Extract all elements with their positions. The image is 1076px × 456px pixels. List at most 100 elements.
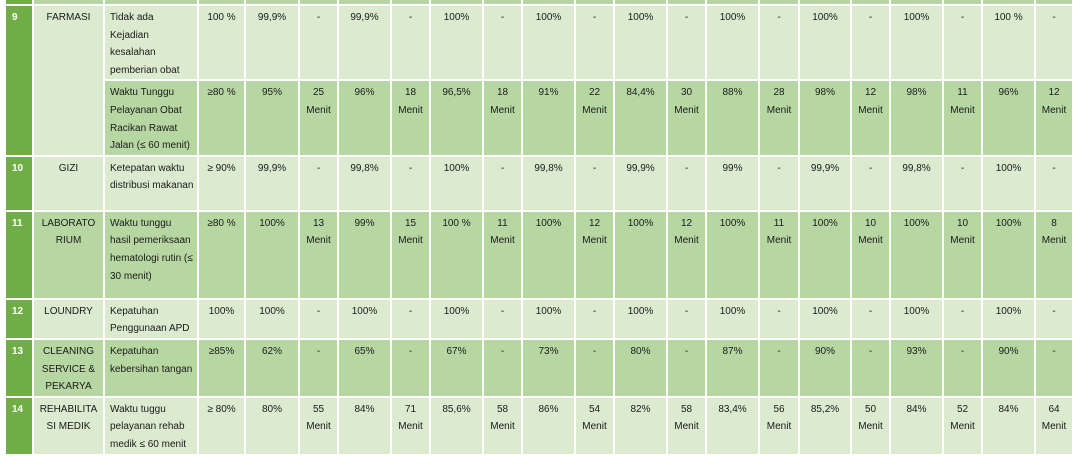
- time-value: 11 Menit: [758, 209, 800, 300]
- unit-name: GIZI: [32, 154, 105, 212]
- achievement-value: 99,9%: [244, 154, 300, 212]
- time-value: 30 Menit: [666, 79, 707, 157]
- achievement-value: 100%: [889, 209, 944, 300]
- cell: [850, 0, 891, 6]
- time-value: -: [850, 337, 891, 398]
- cell: [758, 0, 800, 6]
- table-row: Waktu Tunggu Pelayanan Obat Racikan Rawa…: [5, 79, 1074, 157]
- time-value: 8 Menit: [1034, 209, 1074, 300]
- unit-name: LOUNDRY: [32, 297, 105, 340]
- table-row: 11 LABORATO RIUM Waktu tunggu hasil pemeri…: [4, 209, 1074, 300]
- row-number: 9: [4, 4, 34, 157]
- achievement-value: 100%: [981, 297, 1036, 340]
- achievement-value: 99%: [705, 154, 760, 212]
- unit-name: FARMASI: [32, 4, 105, 157]
- cell: [798, 0, 852, 6]
- achievement-value: 96%: [981, 79, 1036, 157]
- time-value: -: [298, 297, 339, 340]
- time-value: 12 Menit: [574, 209, 615, 300]
- table-row: 12 LOUNDRY Kepatuhan Penggunaan APD 100% 100…: [4, 297, 1074, 340]
- indicator-text: Waktu Tunggu Pelayanan Obat Racikan Rawa…: [103, 79, 199, 157]
- time-value: 12 Menit: [666, 209, 707, 300]
- time-value: -: [298, 337, 339, 398]
- achievement-value: 100%: [705, 3, 760, 82]
- cell: [521, 0, 576, 6]
- achievement-value: 100%: [981, 209, 1036, 300]
- achievement-value: 62%: [244, 337, 300, 398]
- time-value: -: [850, 297, 891, 340]
- cell: [981, 0, 1036, 6]
- time-value: -: [666, 337, 707, 398]
- achievement-value: 87%: [705, 337, 760, 398]
- achievement-value: 100%: [244, 209, 300, 300]
- indicator-text: Kepatuhan Penggunaan APD: [103, 297, 199, 340]
- partial-row: [4, 0, 1074, 6]
- achievement-value: 73%: [521, 337, 576, 398]
- achievement-value: 100 %: [981, 3, 1036, 82]
- achievement-value: 84,4%: [613, 79, 668, 157]
- achievement-value: 98%: [889, 79, 944, 157]
- time-value: 11 Menit: [942, 79, 983, 157]
- time-value: -: [666, 3, 707, 82]
- achievement-value: 96%: [337, 79, 392, 157]
- achievement-value: 100%: [521, 3, 576, 82]
- achievement-value: 98%: [798, 79, 852, 157]
- time-value: -: [574, 297, 615, 340]
- achievement-value: 88%: [705, 79, 760, 157]
- time-value: 10 Menit: [850, 209, 891, 300]
- row-number: 12: [4, 297, 34, 340]
- indicator-text: Kepatuhan kebersihan tangan: [103, 337, 199, 398]
- cell: [705, 0, 760, 6]
- cell: [574, 0, 615, 6]
- time-value: -: [482, 297, 523, 340]
- achievement-value: 100%: [981, 154, 1036, 212]
- time-value: -: [942, 3, 983, 82]
- cell: [390, 0, 431, 6]
- time-value: 18 Menit: [390, 79, 431, 157]
- time-value: 22 Menit: [574, 79, 615, 157]
- achievement-value: 100%: [429, 3, 484, 82]
- time-value: -: [482, 3, 523, 82]
- time-value: 28 Menit: [758, 79, 800, 157]
- time-value: -: [1034, 3, 1074, 82]
- achievement-value: 100%: [705, 297, 760, 340]
- cell: [942, 0, 983, 6]
- achievement-value: 99,8%: [889, 154, 944, 212]
- target-value: ≥ 90%: [197, 154, 246, 212]
- achievement-value: 100%: [798, 297, 852, 340]
- row-number: 11: [4, 209, 34, 300]
- achievement-value: 100%: [613, 297, 668, 340]
- time-value: -: [942, 297, 983, 340]
- time-value: -: [666, 297, 707, 340]
- achievement-value: 95%: [244, 79, 300, 157]
- achievement-value: 100 %: [429, 209, 484, 300]
- time-value: 12 Menit: [1034, 79, 1074, 157]
- achievement-value: 100%: [889, 3, 944, 82]
- cell: [666, 0, 707, 6]
- cell: [197, 0, 246, 6]
- cell: [889, 0, 944, 6]
- cell: [244, 0, 300, 6]
- indicator-text: Ketepatan waktu distribusi makanan: [103, 154, 199, 212]
- time-value: -: [942, 154, 983, 212]
- time-value: -: [298, 3, 339, 82]
- time-value: -: [574, 154, 615, 212]
- cell: [4, 0, 34, 6]
- time-value: 13 Menit: [298, 209, 339, 300]
- unit-name: REHABILITA SI MEDIK: [32, 395, 105, 456]
- achievement-value: 99,9%: [798, 154, 852, 212]
- achievement-value: 100%: [429, 297, 484, 340]
- table-row: 9 FARMASI Tidak ada Kejadian kesalahan pem…: [4, 3, 1074, 157]
- row-number: 13: [4, 337, 34, 398]
- achievement-value: 100%: [429, 154, 484, 212]
- achievement-value: 100%: [798, 209, 852, 300]
- target-value: ≥85%: [197, 337, 246, 398]
- achievement-value: 65%: [337, 337, 392, 398]
- table-row: 10 GIZI Ketepatan waktu distribusi makanan…: [4, 154, 1074, 212]
- indicator-text: Waktu tunggu hasil pemeriksaan hematolog…: [103, 209, 199, 300]
- time-value: -: [482, 154, 523, 212]
- time-value: -: [574, 337, 615, 398]
- achievement-value: 100%: [521, 209, 576, 300]
- table-row: 14 REHABILITA SI MEDIK Waktu tuggu pelayan…: [4, 395, 1074, 456]
- achievement-value: 99,9%: [613, 154, 668, 212]
